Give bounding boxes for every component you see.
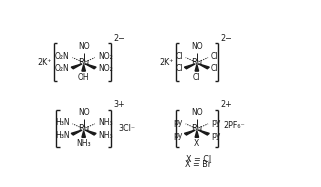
Text: 2−: 2− <box>114 34 126 43</box>
Text: Ru: Ru <box>78 58 89 67</box>
Polygon shape <box>198 64 209 69</box>
Text: X = Cl: X = Cl <box>186 155 211 164</box>
Polygon shape <box>71 64 82 69</box>
Text: Cl: Cl <box>175 65 183 73</box>
Text: 2PF₆⁻: 2PF₆⁻ <box>223 121 245 130</box>
Text: 2K⁺: 2K⁺ <box>159 58 174 67</box>
Text: X = Br: X = Br <box>185 160 211 169</box>
Text: 3Cl⁻: 3Cl⁻ <box>119 124 136 133</box>
Text: NO₂: NO₂ <box>98 52 113 61</box>
Polygon shape <box>198 130 209 135</box>
Text: 3+: 3+ <box>114 100 125 109</box>
Polygon shape <box>184 130 195 135</box>
Text: Ru: Ru <box>191 58 203 67</box>
Text: X: X <box>194 139 199 148</box>
Text: NO: NO <box>191 42 203 51</box>
Text: NO: NO <box>78 42 90 51</box>
Text: py: py <box>173 118 183 127</box>
Polygon shape <box>82 131 85 137</box>
Text: Cl: Cl <box>175 52 183 61</box>
Polygon shape <box>195 65 199 71</box>
Text: 2K⁺: 2K⁺ <box>37 58 52 67</box>
Text: O₂N: O₂N <box>55 65 69 73</box>
Text: 2−: 2− <box>221 34 232 43</box>
Text: H₃N: H₃N <box>55 131 69 140</box>
Text: NH₃: NH₃ <box>98 118 112 127</box>
Polygon shape <box>85 64 96 69</box>
Text: Ru: Ru <box>191 125 203 134</box>
Text: Cl: Cl <box>211 52 219 61</box>
Polygon shape <box>71 130 82 135</box>
Text: NH₃: NH₃ <box>98 131 112 140</box>
Polygon shape <box>195 131 199 137</box>
Text: H₃N: H₃N <box>55 118 69 127</box>
Text: NO₂: NO₂ <box>98 65 113 73</box>
Text: Ru: Ru <box>78 125 89 134</box>
Text: NH₃: NH₃ <box>76 139 91 148</box>
Text: py: py <box>173 131 183 140</box>
Polygon shape <box>82 65 85 71</box>
Text: Cl: Cl <box>193 73 201 82</box>
Text: NO: NO <box>78 108 90 117</box>
Text: Cl: Cl <box>211 65 219 73</box>
Text: O₂N: O₂N <box>55 52 69 61</box>
Polygon shape <box>184 64 195 69</box>
Polygon shape <box>85 130 96 135</box>
Text: NO: NO <box>191 108 203 117</box>
Text: OH: OH <box>78 73 90 82</box>
Text: py: py <box>211 118 221 127</box>
Text: 2+: 2+ <box>221 100 232 109</box>
Text: py: py <box>211 131 221 140</box>
